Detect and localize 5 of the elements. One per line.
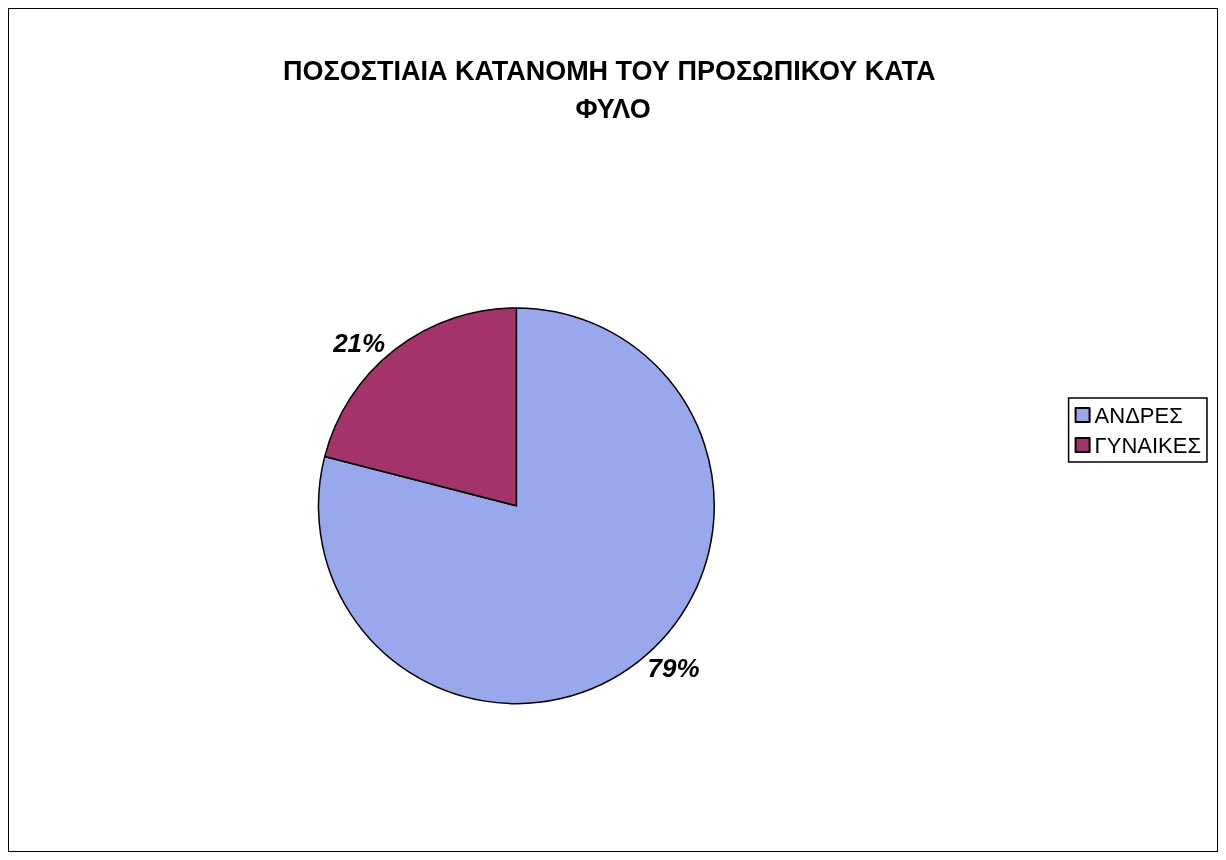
data-label: 79% — [647, 653, 700, 684]
data-label: 21% — [332, 328, 386, 359]
chart-title: ΠΟΣΟΣΤΙΑΙΑ ΚΑΤΑΝΟΜΗ ΤΟΥ ΠΡΟΣΩΠΙΚΟΥ ΚΑΤΑ ΦΥΛΟ — [282, 56, 944, 124]
legend-label: ΑΝΔΡΕΣ — [1094, 402, 1183, 428]
legend-label: ΓΥΝΑΙΚΕΣ — [1094, 432, 1202, 458]
